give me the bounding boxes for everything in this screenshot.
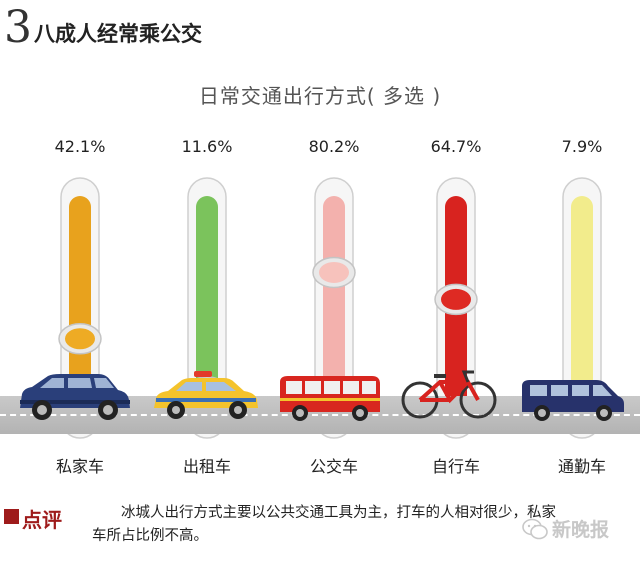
comment-label: 点评 bbox=[22, 508, 62, 532]
knob bbox=[65, 328, 95, 350]
knob bbox=[441, 288, 471, 310]
watermark: 新晚报 bbox=[522, 515, 609, 542]
value-label: 64.7% bbox=[431, 137, 482, 156]
bar-chart: 42.1% 私家车 11.6% 出租车 80.2% 公交车 64.7% 自行车 7.9% 通勤车 bbox=[55, 137, 606, 476]
bus-icon bbox=[280, 376, 380, 421]
comment-text: 冰城人出行方式主要以公共交通工具为主，打车的人相对很少，私家车所占比例不高。 bbox=[92, 505, 556, 544]
van-icon bbox=[522, 380, 624, 421]
bar bbox=[69, 196, 91, 430]
chart-title: 日常交通出行方式( 多选 ) bbox=[198, 84, 442, 108]
road-lane-marking bbox=[0, 414, 640, 416]
taxi-icon bbox=[154, 371, 258, 419]
category-label: 出租车 bbox=[183, 457, 231, 476]
category-label: 私家车 bbox=[56, 457, 104, 476]
section-title: 八成人经常乘公交 bbox=[34, 22, 202, 46]
category-label: 公交车 bbox=[310, 457, 358, 476]
bar bbox=[571, 196, 593, 430]
value-label: 7.9% bbox=[562, 137, 603, 156]
knob bbox=[319, 261, 349, 283]
bar bbox=[323, 196, 345, 430]
value-label: 42.1% bbox=[55, 137, 106, 156]
watermark-text: 新晚报 bbox=[552, 519, 610, 541]
wechat-icon bbox=[522, 518, 548, 539]
section-number: 3 bbox=[4, 2, 32, 53]
category-label: 通勤车 bbox=[558, 457, 606, 476]
category-label: 自行车 bbox=[432, 457, 480, 476]
value-label: 80.2% bbox=[309, 137, 360, 156]
suv-icon bbox=[20, 374, 130, 420]
value-label: 11.6% bbox=[182, 137, 233, 156]
comment-marker bbox=[4, 509, 19, 524]
bicycle-icon bbox=[401, 370, 497, 419]
